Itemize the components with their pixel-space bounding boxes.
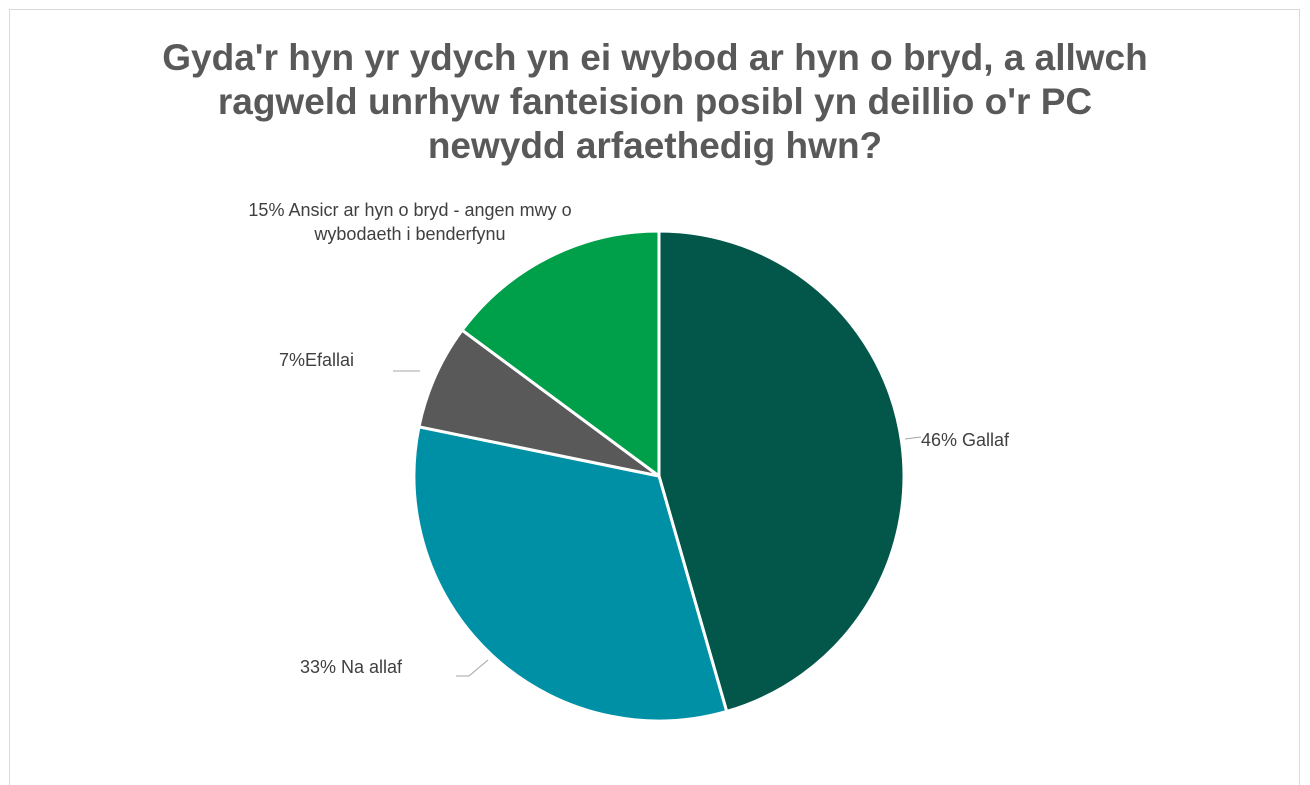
- data-label-line: 33% Na allaf: [300, 657, 403, 677]
- chart-title-line: ragweld unrhyw fanteision posibl yn deil…: [217, 81, 1093, 122]
- pie-slice: [412, 425, 729, 723]
- data-label-line: wybodaeth i benderfynu: [313, 224, 505, 244]
- data-label: 7%Efallai: [279, 350, 354, 370]
- data-label-line: 7%Efallai: [279, 350, 354, 370]
- chart-title-line: Gyda'r hyn yr ydych yn ei wybod ar hyn o…: [162, 37, 1148, 78]
- leader-line: [456, 659, 489, 677]
- chart-title-line: newydd arfaethedig hwn?: [427, 125, 883, 166]
- data-label: 46% Gallaf: [921, 430, 1010, 450]
- pie-slice: [460, 229, 661, 479]
- leader-lines: [393, 370, 922, 677]
- data-label: 33% Na allaf: [300, 657, 403, 677]
- data-label-line: 46% Gallaf: [921, 430, 1010, 450]
- pie-slices: [412, 229, 906, 723]
- data-label-line: 15% Ansicr ar hyn o bryd - angen mwy o: [248, 200, 571, 220]
- pie-slice: [657, 229, 906, 714]
- pie-slice: [417, 328, 660, 478]
- data-labels: 46% Gallaf 33% Na allaf 7%Efallai 15% Ansic…: [248, 200, 1010, 677]
- data-label: 15% Ansicr ar hyn o bryd - angen mwy o wy…: [248, 200, 571, 244]
- chart-title: Gyda'r hyn yr ydych yn ei wybod ar hyn o…: [0, 36, 1310, 168]
- leader-line: [904, 436, 922, 440]
